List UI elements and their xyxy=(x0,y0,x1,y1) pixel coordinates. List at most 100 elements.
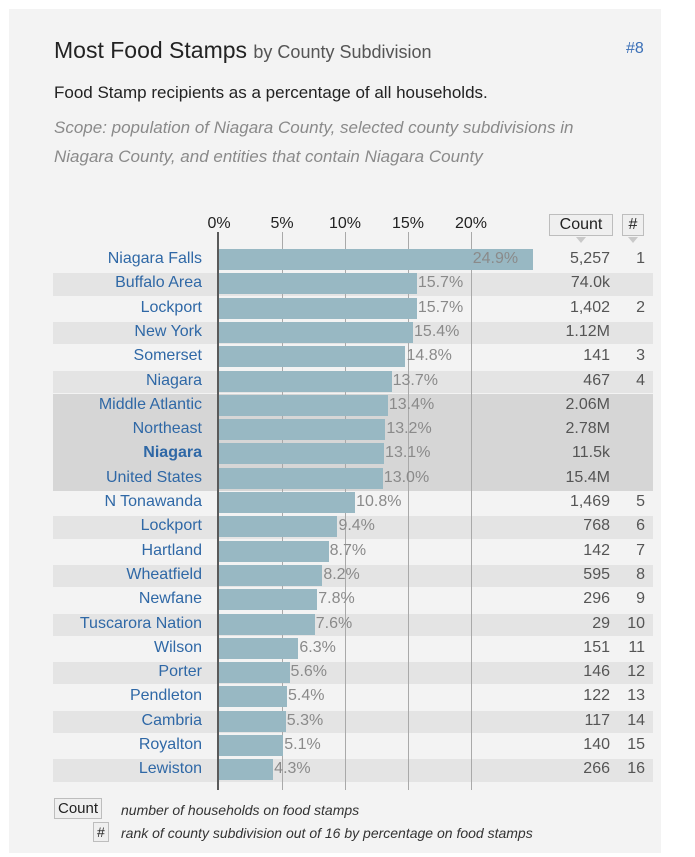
bar-value-label: 13.7% xyxy=(392,371,438,389)
bar-value-label: 5.6% xyxy=(290,663,328,681)
rank-value: 8 xyxy=(636,565,645,583)
bar-value-label: 13.4% xyxy=(388,395,435,413)
row-shade xyxy=(53,662,653,685)
rank-value: 6 xyxy=(636,517,645,535)
rank-sort-caret-icon xyxy=(628,237,638,243)
bar-value-label: 15.7% xyxy=(417,274,464,292)
bar xyxy=(219,273,417,295)
count-column-header[interactable]: Count xyxy=(549,214,613,236)
legend-count-text: number of households on food stamps xyxy=(121,802,360,818)
x-tick-label: 15% xyxy=(391,215,425,232)
bar-value-label: 7.8% xyxy=(318,590,355,608)
count-value: 141 xyxy=(583,347,610,365)
gridline xyxy=(408,232,409,790)
bar-value-label: 9.4% xyxy=(338,517,375,535)
count-value: 122 xyxy=(583,687,610,705)
bar-value-label: 5.4% xyxy=(288,687,325,705)
bar-category-label: Lockport xyxy=(140,298,202,316)
bar xyxy=(219,492,356,513)
bar-category-label: Tuscarora Nation xyxy=(79,614,202,632)
bar-value-label: 5.3% xyxy=(286,711,324,729)
rank-value: 15 xyxy=(627,736,645,753)
legend-rank-key: # xyxy=(93,822,109,842)
bar xyxy=(219,394,388,416)
bar-category-label: Lewiston xyxy=(138,760,202,778)
count-value: 142 xyxy=(583,541,610,559)
count-value: 266 xyxy=(583,760,610,778)
count-value: 140 xyxy=(583,736,610,753)
bar xyxy=(219,321,414,343)
bar-category-label: Porter xyxy=(158,663,202,681)
bar-category-label: Wilson xyxy=(153,638,202,656)
bar-category-label: Lockport xyxy=(140,517,202,535)
count-value: 1,402 xyxy=(569,298,610,316)
bar xyxy=(219,710,286,732)
bar-value-label: 13.0% xyxy=(383,468,430,486)
count-value: 117 xyxy=(584,711,610,729)
x-tick-label: 10% xyxy=(328,215,362,232)
count-value: 296 xyxy=(583,590,610,608)
bar xyxy=(219,249,533,270)
bar-value-label: 15.7% xyxy=(417,298,464,316)
chart-description: Food Stamp recipients as a percentage of… xyxy=(54,83,488,102)
bar xyxy=(219,516,338,538)
bar xyxy=(219,467,383,489)
bar-value-label: 4.3% xyxy=(274,760,311,778)
bar-category-label: United States xyxy=(105,468,202,486)
bar-value-label: 14.8% xyxy=(406,347,452,365)
count-value: 151 xyxy=(583,638,610,656)
chart-scope: Scope: population of Niagara County, sel… xyxy=(54,118,574,166)
count-sort-caret-icon xyxy=(576,237,586,243)
bar xyxy=(219,419,386,441)
bar-value-label: 10.8% xyxy=(356,493,402,510)
rank-value: 2 xyxy=(636,298,645,316)
rank-value: 16 xyxy=(627,760,645,778)
bar xyxy=(219,589,318,611)
bar xyxy=(219,759,274,781)
bar-category-label: Buffalo Area xyxy=(115,274,202,292)
count-value: 1,469 xyxy=(569,493,610,510)
bar xyxy=(219,637,299,659)
rank-value: 13 xyxy=(627,687,645,705)
bar-category-label: Middle Atlantic xyxy=(98,395,202,413)
legend-count-key: Count xyxy=(54,798,103,819)
bar-value-label: 8.7% xyxy=(329,541,367,559)
bar xyxy=(219,564,323,586)
bar-value-label: 13.2% xyxy=(386,420,432,438)
rank-value: 11 xyxy=(628,638,645,656)
bar xyxy=(219,613,315,635)
bar xyxy=(219,297,417,319)
count-value: 74.0k xyxy=(570,274,610,292)
count-value: 11.5k xyxy=(572,444,610,462)
rank-value: 1 xyxy=(636,250,645,267)
bar-category-label: Somerset xyxy=(133,347,202,365)
bar-category-label: Pendleton xyxy=(129,687,202,705)
rank-value: 5 xyxy=(636,493,645,510)
bar xyxy=(219,540,329,562)
bar-category-label: N Tonawanda xyxy=(104,493,202,510)
rank-value: 10 xyxy=(627,614,645,632)
count-value: 5,257 xyxy=(569,250,610,267)
bar xyxy=(219,735,284,756)
x-tick-label: 20% xyxy=(454,215,488,232)
bar-value-label: 15.4% xyxy=(414,322,460,340)
bar-category-label: Hartland xyxy=(141,541,202,559)
count-value: 2.06M xyxy=(565,395,610,413)
bar-value-label: 13.1% xyxy=(385,444,431,462)
rank-column-header[interactable]: # xyxy=(622,214,644,236)
count-value: 2.78M xyxy=(565,420,610,438)
rank-value: 9 xyxy=(636,590,645,608)
rank-value: 4 xyxy=(636,371,645,389)
rank-value: 7 xyxy=(636,541,645,559)
bar-value-label: 24.9% xyxy=(472,250,519,267)
legend-rank-text: rank of county subdivision out of 16 by … xyxy=(121,825,533,841)
rank-badge[interactable]: #8 xyxy=(626,40,644,57)
count-value: 1.12M xyxy=(565,322,610,340)
rank-value: 14 xyxy=(627,711,645,729)
bar-category-label: Niagara xyxy=(143,444,202,462)
bar-value-label: 8.2% xyxy=(323,565,360,583)
row-shade xyxy=(53,613,653,636)
bar xyxy=(219,346,406,368)
rank-value: 3 xyxy=(636,347,645,365)
row-shade xyxy=(53,759,653,782)
